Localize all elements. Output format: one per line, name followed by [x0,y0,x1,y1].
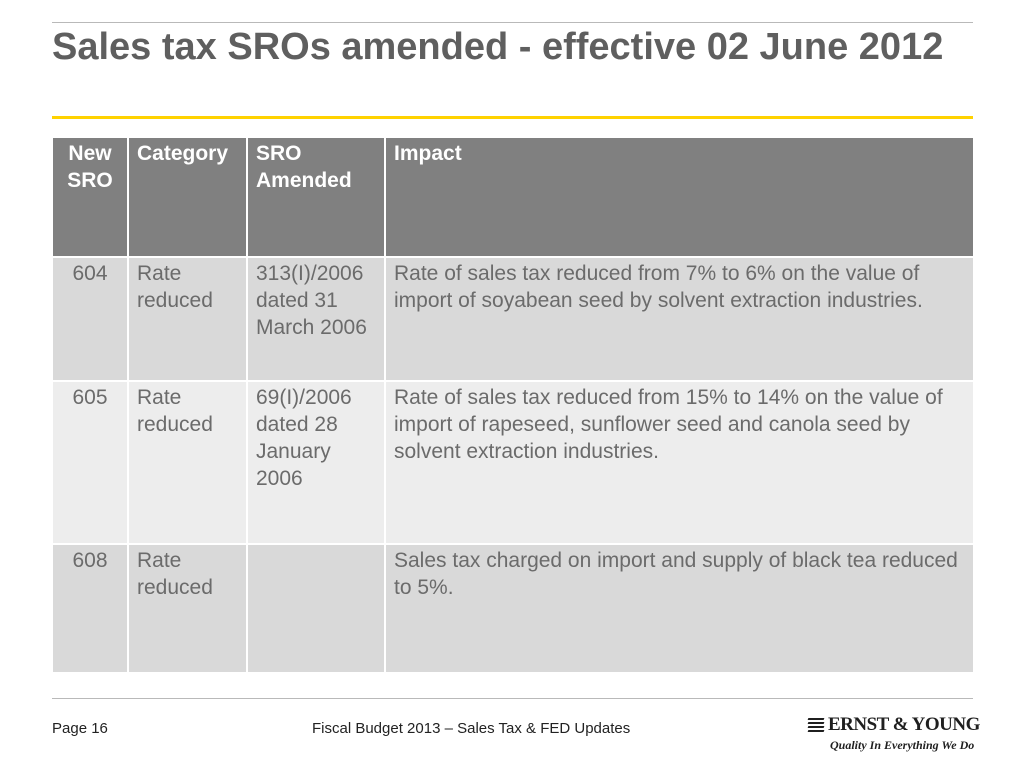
cell-sro-amended: 69(I)/2006 dated 28 January 2006 [246,380,386,545]
company-logo: ERNST & YOUNG Quality In Everything We D… [807,714,980,756]
header-category: Category [127,136,248,258]
header-sro-amended: SRO Amended [246,136,386,258]
cell-impact: Sales tax charged on import and supply o… [384,543,975,674]
logo-mark-icon [807,718,825,733]
sro-table: New SRO Category SRO Amended Impact 604 … [51,136,975,674]
cell-category: Rate reduced [127,543,248,674]
logo-tagline: Quality In Everything We Do [830,738,975,752]
header-impact: Impact [384,136,975,258]
cell-impact: Rate of sales tax reduced from 7% to 6% … [384,256,975,382]
cell-sro-amended: 313(I)/2006 dated 31 March 2006 [246,256,386,382]
cell-impact: Rate of sales tax reduced from 15% to 14… [384,380,975,545]
cell-new-sro: 608 [51,543,129,674]
cell-new-sro: 605 [51,380,129,545]
table-row: 604 Rate reduced 313(I)/2006 dated 31 Ma… [51,256,975,382]
slide-title: Sales tax SROs amended - effective 02 Ju… [52,26,944,68]
cell-sro-amended [246,543,386,674]
top-divider [52,22,973,23]
logo-wordmark: ERNST & YOUNG [828,714,980,735]
table-row: 605 Rate reduced 69(I)/2006 dated 28 Jan… [51,380,975,545]
footer-title: Fiscal Budget 2013 – Sales Tax & FED Upd… [312,720,631,737]
table-row: 608 Rate reduced Sales tax charged on im… [51,543,975,674]
title-underline [52,116,973,119]
page-number: Page 16 [52,720,108,737]
cell-category: Rate reduced [127,380,248,545]
table-header-row: New SRO Category SRO Amended Impact [51,136,975,258]
cell-category: Rate reduced [127,256,248,382]
footer-divider [52,698,973,699]
cell-new-sro: 604 [51,256,129,382]
header-new-sro: New SRO [51,136,129,258]
